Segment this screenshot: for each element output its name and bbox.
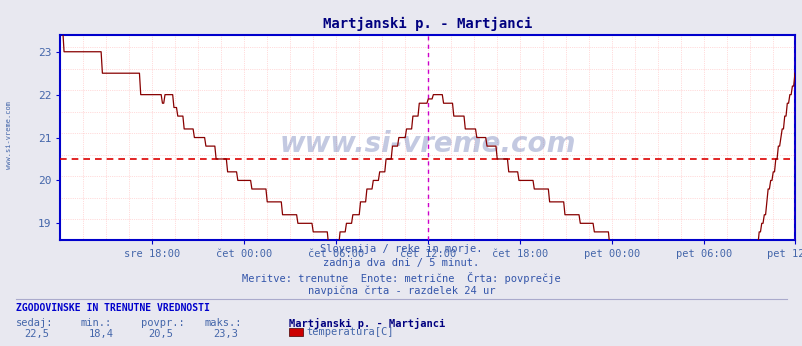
Text: navpična črta - razdelek 24 ur: navpična črta - razdelek 24 ur <box>307 285 495 296</box>
Text: 20,5: 20,5 <box>148 329 173 339</box>
Text: maks.:: maks.: <box>205 318 242 328</box>
Text: zadnja dva dni / 5 minut.: zadnja dva dni / 5 minut. <box>323 258 479 268</box>
Text: temperatura[C]: temperatura[C] <box>306 327 394 337</box>
Text: www.si-vreme.com: www.si-vreme.com <box>279 130 575 158</box>
Text: 18,4: 18,4 <box>88 329 113 339</box>
Text: Slovenija / reke in morje.: Slovenija / reke in morje. <box>320 244 482 254</box>
Text: 23,3: 23,3 <box>213 329 237 339</box>
Text: Meritve: trenutne  Enote: metrične  Črta: povprečje: Meritve: trenutne Enote: metrične Črta: … <box>242 272 560 284</box>
Text: ZGODOVINSKE IN TRENUTNE VREDNOSTI: ZGODOVINSKE IN TRENUTNE VREDNOSTI <box>16 303 209 313</box>
Text: min.:: min.: <box>80 318 111 328</box>
Text: Martjanski p. - Martjanci: Martjanski p. - Martjanci <box>289 318 445 329</box>
Text: 22,5: 22,5 <box>24 329 49 339</box>
Text: povpr.:: povpr.: <box>140 318 184 328</box>
Title: Martjanski p. - Martjanci: Martjanski p. - Martjanci <box>322 17 532 31</box>
Text: www.si-vreme.com: www.si-vreme.com <box>6 101 12 169</box>
Text: sedaj:: sedaj: <box>16 318 54 328</box>
